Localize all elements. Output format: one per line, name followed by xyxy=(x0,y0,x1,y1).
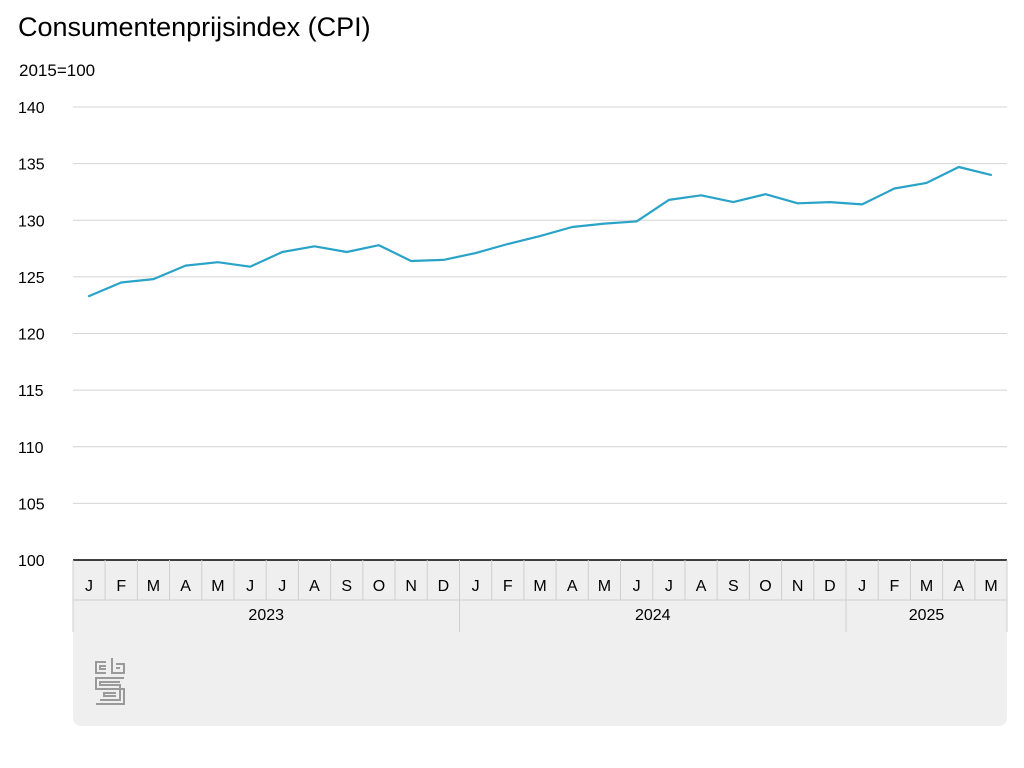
x-tick-label: D xyxy=(438,578,450,595)
y-tick-label: 105 xyxy=(18,496,45,513)
x-tick-label: S xyxy=(341,578,352,595)
logo-s-inner xyxy=(99,681,121,701)
logo-b-shape xyxy=(111,658,125,674)
x-tick-label: J xyxy=(665,578,673,595)
logo-s-core xyxy=(103,692,116,697)
x-tick-label: J xyxy=(278,578,286,595)
x-axis-band xyxy=(73,560,1007,726)
logo-c-inner xyxy=(99,665,106,670)
year-label: 2025 xyxy=(909,607,945,624)
logo-s-shape xyxy=(95,677,125,705)
year-label: 2023 xyxy=(248,607,284,624)
x-tick-label: F xyxy=(116,578,126,595)
x-tick-label: A xyxy=(696,578,707,595)
x-tick-label: N xyxy=(405,578,417,595)
x-tick-label: F xyxy=(503,578,513,595)
year-label: 2024 xyxy=(635,607,671,624)
x-tick-label: M xyxy=(598,578,611,595)
x-tick-label: M xyxy=(920,578,933,595)
x-tick-label: F xyxy=(889,578,899,595)
x-tick-label: A xyxy=(953,578,964,595)
x-tick-label: M xyxy=(533,578,546,595)
x-tick-label: A xyxy=(309,578,320,595)
x-tick-label: J xyxy=(85,578,93,595)
cbs-logo xyxy=(95,658,125,705)
logo-c-shape xyxy=(95,661,106,674)
chart-subtitle: 2015=100 xyxy=(19,61,96,80)
y-tick-label: 130 xyxy=(18,213,45,230)
x-tick-label: D xyxy=(824,578,836,595)
x-tick-label: S xyxy=(728,578,739,595)
x-tick-label: M xyxy=(147,578,160,595)
y-tick-label: 140 xyxy=(18,100,45,117)
x-tick-label: J xyxy=(633,578,641,595)
x-tick-label: J xyxy=(858,578,866,595)
cbs-logo-icon xyxy=(95,658,125,705)
x-tick-label: M xyxy=(984,578,997,595)
x-tick-label: O xyxy=(759,578,771,595)
x-tick-label: A xyxy=(180,578,191,595)
x-tick-label: M xyxy=(211,578,224,595)
x-tick-label: N xyxy=(792,578,804,595)
y-tick-label: 120 xyxy=(18,327,45,344)
y-tick-label: 115 xyxy=(18,383,44,400)
y-tick-label: 100 xyxy=(18,553,45,570)
chart-title: Consumentenprijsindex (CPI) xyxy=(18,12,371,42)
x-tick-label: J xyxy=(246,578,254,595)
x-tick-label: J xyxy=(472,578,480,595)
x-tick-label: O xyxy=(373,578,385,595)
y-tick-label: 110 xyxy=(18,440,44,457)
y-tick-label: 125 xyxy=(18,270,45,287)
y-tick-label: 135 xyxy=(18,157,45,174)
x-tick-label: A xyxy=(567,578,578,595)
